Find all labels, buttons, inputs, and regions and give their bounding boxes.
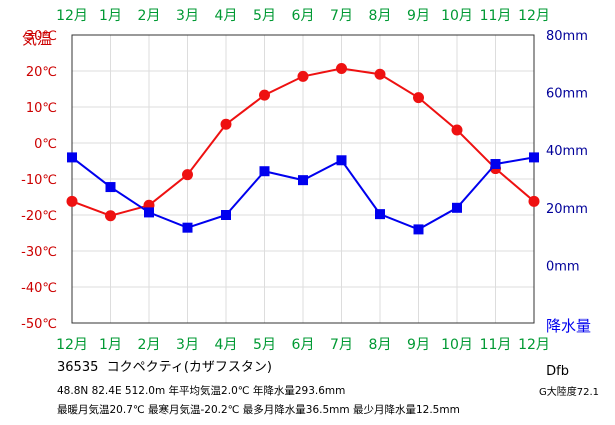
month-label-top: 11月: [480, 8, 512, 24]
axis-labels-layer: 30℃ 20℃ 10℃ 0℃ -10℃ -20℃ -30℃ -40℃ -50℃ 80mm 60mm 4…: [21, 8, 591, 353]
precipitation-point: [298, 175, 308, 186]
month-label-bottom: 1月: [99, 337, 122, 353]
temperature-point: [528, 195, 540, 207]
precipitation-point: [375, 209, 385, 220]
precip-tick-label: 60mm: [546, 87, 588, 102]
temperature-point: [220, 118, 232, 130]
station-header: 36535 コクペクティ(カザフスタン): [57, 356, 272, 375]
temp-tick-label: 30℃: [26, 29, 57, 44]
month-label-top: 6月: [292, 8, 315, 24]
temperature-point: [182, 169, 193, 181]
month-label-top: 5月: [253, 8, 276, 24]
series-layer: [66, 62, 540, 235]
temp-tick-label: -20℃: [21, 209, 57, 224]
month-label-bottom: 9月: [407, 337, 430, 353]
precipitation-point: [67, 152, 77, 163]
station-coords: 48.8N 82.4E 512.0m 年平均気温2.0℃ 年降水量293.6mm: [57, 385, 346, 397]
grid-layer: [72, 35, 534, 323]
precip-tick-label: 40mm: [546, 144, 588, 159]
month-label-bottom: 4月: [215, 337, 238, 353]
month-label-bottom: 7月: [330, 337, 353, 353]
month-label-top: 10月: [441, 8, 473, 24]
month-label-top: 7月: [330, 8, 353, 24]
month-label-bottom: 11月: [480, 337, 512, 353]
continentality-label: G大陸度72.1: [538, 387, 599, 398]
month-label-top: 1月: [99, 8, 122, 24]
month-label-bottom: 12月: [518, 337, 550, 353]
temp-tick-label: -50℃: [21, 317, 57, 332]
month-label-bottom: 2月: [138, 337, 161, 353]
precip-tick-label: 80mm: [546, 29, 588, 44]
temp-axis-title: 気温: [22, 30, 52, 48]
precipitation-point: [221, 210, 231, 220]
precipitation-point: [182, 222, 193, 233]
month-label-bottom: 5月: [253, 337, 276, 353]
precip-tick-label: 20mm: [546, 202, 588, 217]
temperature-point: [374, 68, 386, 80]
precip-tick-label: 0mm: [546, 259, 580, 274]
precipitation-point: [452, 202, 462, 213]
temp-tick-label: 0℃: [34, 137, 57, 152]
station-name: コクペクティ(カザフスタン): [106, 360, 272, 375]
temperature-point: [297, 70, 309, 82]
temperature-point: [259, 89, 270, 101]
precip-axis-title: 降水量: [546, 317, 591, 335]
precipitation-point: [413, 224, 424, 235]
precipitation-point: [336, 155, 347, 166]
temperature-point: [451, 124, 463, 136]
temperature-point: [336, 62, 347, 74]
month-label-top: 8月: [369, 8, 392, 24]
month-label-bottom: 12月: [56, 337, 88, 353]
station-id: 36535: [57, 360, 99, 375]
precipitation-point: [105, 182, 116, 193]
climate-class: Dfb: [546, 364, 569, 379]
station-extremes: 最暖月気温20.7℃ 最寒月気温-20.2℃ 最多月降水量36.5mm 最少月降…: [57, 404, 460, 416]
month-label-bottom: 3月: [176, 337, 199, 353]
month-label-top: 4月: [215, 8, 238, 24]
temperature-point: [66, 195, 78, 207]
month-label-bottom: 6月: [292, 337, 315, 353]
month-label-bottom: 8月: [369, 337, 392, 353]
precipitation-point: [144, 207, 154, 218]
precipitation-point: [490, 159, 501, 170]
plot-border: [71, 34, 535, 324]
precipitation-point: [529, 152, 539, 163]
temp-tick-label: -30℃: [21, 245, 57, 260]
precipitation-point: [259, 166, 270, 177]
month-label-top: 12月: [518, 8, 550, 24]
temp-tick-label: 20℃: [26, 65, 57, 80]
month-label-top: 9月: [407, 8, 430, 24]
temp-tick-label: -10℃: [21, 173, 57, 188]
month-label-top: 12月: [56, 8, 88, 24]
temp-tick-label: -40℃: [21, 281, 57, 296]
temp-tick-label: 10℃: [26, 101, 57, 116]
month-label-top: 2月: [138, 8, 161, 24]
month-label-bottom: 10月: [441, 337, 473, 353]
temperature-point: [105, 210, 116, 222]
temperature-point: [413, 92, 424, 104]
month-label-top: 3月: [176, 8, 199, 24]
